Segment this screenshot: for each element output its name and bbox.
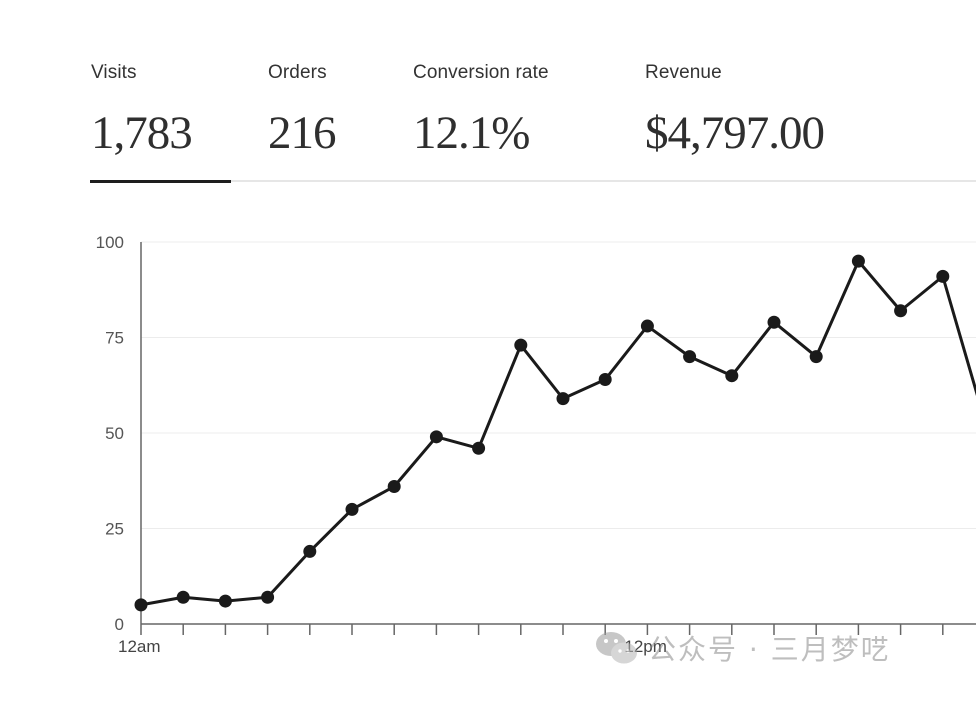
stat-tab-orders[interactable]: Orders 216	[268, 62, 336, 160]
y-tick-label: 50	[105, 424, 124, 443]
data-point	[218, 594, 232, 608]
data-point	[261, 590, 275, 604]
stat-tab-visits[interactable]: Visits 1,783	[91, 62, 193, 160]
x-tick-label: 12am	[118, 637, 161, 656]
data-point	[851, 254, 865, 268]
stat-label: Orders	[268, 62, 327, 83]
stat-tab-conversion-rate[interactable]: Conversion rate 12.1%	[413, 62, 549, 160]
data-point	[176, 590, 190, 604]
y-tick-label: 75	[105, 329, 124, 348]
data-point	[725, 369, 739, 383]
y-tick-label: 100	[96, 233, 124, 252]
data-point	[345, 502, 359, 516]
data-point	[472, 441, 486, 455]
data-point	[134, 598, 148, 612]
data-point	[640, 319, 654, 333]
data-point	[303, 544, 317, 558]
stat-label: Conversion rate	[413, 62, 549, 83]
data-point	[556, 392, 570, 406]
data-point	[936, 269, 950, 283]
stats-tabs: Visits 1,783 Orders 216 Conversion rate …	[0, 0, 976, 190]
data-point	[514, 338, 528, 352]
data-point	[767, 315, 781, 329]
stat-value: 1,783	[91, 107, 193, 159]
watermark-text: 公众号 · 三月梦呓	[648, 633, 891, 666]
data-point	[598, 373, 612, 387]
stat-tab-revenue[interactable]: Revenue $4,797.00	[645, 62, 825, 160]
data-point	[809, 350, 823, 364]
data-point	[429, 430, 443, 444]
wechat-icon	[596, 632, 637, 664]
data-point	[683, 350, 697, 364]
data-point	[894, 304, 908, 318]
stat-value: 12.1%	[413, 107, 530, 159]
data-point	[387, 479, 401, 493]
stat-label: Visits	[91, 62, 137, 83]
y-tick-label: 25	[105, 520, 124, 539]
active-tab-indicator	[90, 180, 231, 183]
tab-divider	[90, 180, 976, 182]
y-tick-label: 0	[115, 615, 124, 634]
watermark: 公众号 · 三月梦呓	[594, 628, 891, 668]
stat-value: 216	[268, 107, 336, 159]
stat-value: $4,797.00	[645, 107, 825, 159]
stat-label: Revenue	[645, 62, 722, 83]
